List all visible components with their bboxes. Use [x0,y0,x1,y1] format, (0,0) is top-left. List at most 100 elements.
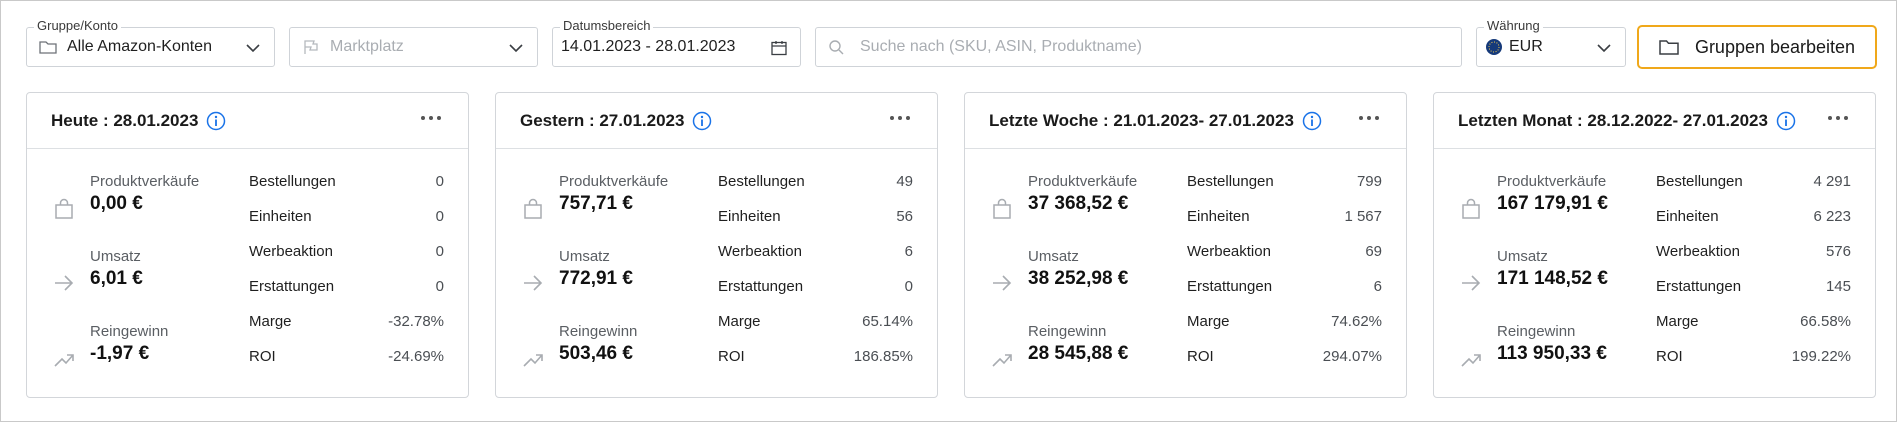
group-account-select[interactable]: Gruppe/Konto Alle Amazon-Konten [26,18,275,67]
more-options-icon[interactable] [1827,115,1849,121]
promotion-value: 576 [1825,243,1851,260]
net-profit-value: 28 545,88 € [1028,343,1129,364]
filter-bar: Gruppe/Konto Alle Amazon-Konten Marktpla… [26,16,1877,69]
roi-value: -24.69% [388,348,444,365]
info-icon[interactable] [692,111,712,131]
summary-card-3: Letzte Woche : 21.01.2023- 27.01.2023 Pr… [964,92,1407,398]
margin-label: Marge [1187,313,1230,330]
chevron-down-icon [509,44,523,53]
units-label: Einheiten [1187,208,1250,225]
margin-value: 74.62% [1331,313,1382,330]
refunds-value: 0 [435,278,444,295]
units-label: Einheiten [249,208,312,225]
orders-label: Bestellungen [249,173,336,190]
orders-label: Bestellungen [1187,173,1274,190]
summary-card-4: Letzten Monat : 28.12.2022- 27.01.2023 P… [1433,92,1876,398]
chevron-down-icon [1597,44,1611,53]
net-profit-value: -1,97 € [90,343,150,364]
product-sales-value: 37 368,52 € [1028,193,1129,214]
more-options-icon[interactable] [420,115,442,121]
date-range-legend: Datumsbereich [560,18,654,34]
roi-value: 294.07% [1322,348,1382,365]
units-label: Einheiten [718,208,781,225]
trending-up-icon [1461,354,1481,367]
more-options-icon[interactable] [889,115,911,121]
product-sales-label: Produktverkäufe [559,173,669,190]
roi-label: ROI [1187,348,1214,365]
shopping-bag-icon [524,198,542,219]
margin-value: -32.78% [388,313,444,330]
card-header: Gestern : 27.01.2023 [496,93,937,149]
folder-icon [39,41,57,54]
summary-card-2: Gestern : 27.01.2023 Produktverkäufe 757… [495,92,938,398]
group-account-value: Alle Amazon-Konten [67,38,212,55]
promotion-label: Werbeaktion [718,243,802,260]
revenue-value: 6,01 € [90,268,143,289]
card-title: Gestern : 27.01.2023 [520,110,685,130]
folder-icon [1659,40,1679,55]
promotion-value: 69 [1365,243,1382,260]
orders-value: 49 [896,173,913,190]
promotion-label: Werbeaktion [1656,243,1740,260]
card-header: Letzte Woche : 21.01.2023- 27.01.2023 [965,93,1406,149]
search-placeholder: Suche nach (SKU, ASIN, Produktname) [860,38,1142,55]
orders-value: 4 291 [1813,173,1851,190]
chevron-down-icon [246,44,260,53]
revenue-label: Umsatz [559,248,610,265]
card-body: Produktverkäufe 167 179,91 € Umsatz 171 … [1434,149,1875,397]
arrow-right-icon [55,275,74,291]
margin-label: Marge [249,313,292,330]
calendar-icon[interactable] [770,39,788,57]
marketplace-placeholder: Marktplatz [330,38,404,55]
revenue-label: Umsatz [90,248,141,265]
currency-legend: Währung [1484,18,1543,34]
orders-label: Bestellungen [1656,173,1743,190]
trending-up-icon [523,354,543,367]
units-value: 1 567 [1344,208,1382,225]
revenue-label: Umsatz [1028,248,1079,265]
eu-flag-icon [1486,39,1502,55]
product-sales-label: Produktverkäufe [1028,173,1138,190]
info-icon[interactable] [1776,111,1796,131]
currency-value: EUR [1509,38,1543,55]
net-profit-label: Reingewinn [90,323,169,340]
card-body: Produktverkäufe 757,71 € Umsatz 772,91 €… [496,149,937,397]
orders-label: Bestellungen [718,173,805,190]
product-sales-label: Produktverkäufe [90,173,200,190]
refunds-value: 6 [1373,278,1382,295]
info-icon[interactable] [1302,111,1322,131]
marketplace-select[interactable]: Marktplatz [289,27,538,67]
search-field[interactable]: Suche nach (SKU, ASIN, Produktname) [815,27,1462,67]
units-value: 56 [896,208,913,225]
card-body: Produktverkäufe 37 368,52 € Umsatz 38 25… [965,149,1406,397]
orders-value: 799 [1356,173,1382,190]
revenue-value: 171 148,52 € [1497,268,1608,289]
refunds-label: Erstattungen [1187,278,1273,295]
group-account-legend: Gruppe/Konto [34,18,121,34]
shopping-bag-icon [55,198,73,219]
net-profit-label: Reingewinn [1497,323,1576,340]
net-profit-value: 503,46 € [559,343,633,364]
revenue-value: 772,91 € [559,268,633,289]
refunds-label: Erstattungen [1656,278,1742,295]
search-icon [829,40,844,55]
refunds-label: Erstattungen [249,278,335,295]
arrow-right-icon [993,275,1012,291]
refunds-value: 0 [904,278,913,295]
trending-up-icon [992,354,1012,367]
edit-groups-button[interactable]: Gruppen bearbeiten [1637,25,1877,69]
card-title: Heute : 28.01.2023 [51,110,199,130]
info-icon[interactable] [206,111,226,131]
shopping-bag-icon [993,198,1011,219]
product-sales-value: 167 179,91 € [1497,193,1608,214]
currency-select[interactable]: Währung EUR [1476,18,1626,67]
roi-label: ROI [1656,348,1683,365]
date-range-input[interactable]: Datumsbereich 14.01.2023 - 28.01.2023 [552,18,801,67]
units-value: 6 223 [1813,208,1851,225]
revenue-value: 38 252,98 € [1028,268,1129,289]
more-options-icon[interactable] [1358,115,1380,121]
product-sales-label: Produktverkäufe [1497,173,1607,190]
arrow-right-icon [1462,275,1481,291]
revenue-label: Umsatz [1497,248,1548,265]
margin-value: 65.14% [862,313,913,330]
